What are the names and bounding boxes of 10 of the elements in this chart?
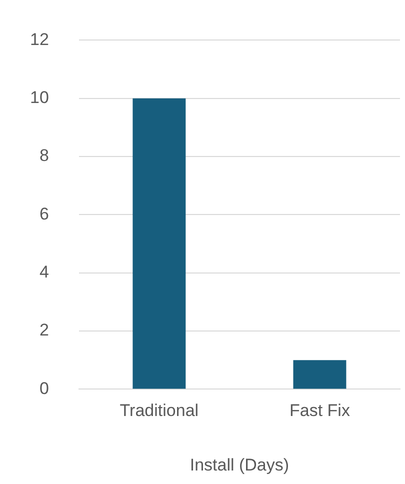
x-tick-label: Traditional — [120, 401, 199, 420]
x-tick-label: Fast Fix — [290, 401, 350, 420]
x-axis-title: Install (Days) — [190, 455, 290, 474]
y-tick-label: 10 — [30, 88, 49, 108]
y-tick-label: 4 — [39, 262, 49, 282]
y-tick-label: 12 — [30, 30, 49, 49]
y-tick-label: 6 — [39, 204, 49, 224]
y-tick-label: 0 — [39, 378, 49, 398]
y-tick-label: 8 — [39, 146, 49, 166]
y-tick-label: 2 — [39, 320, 49, 340]
